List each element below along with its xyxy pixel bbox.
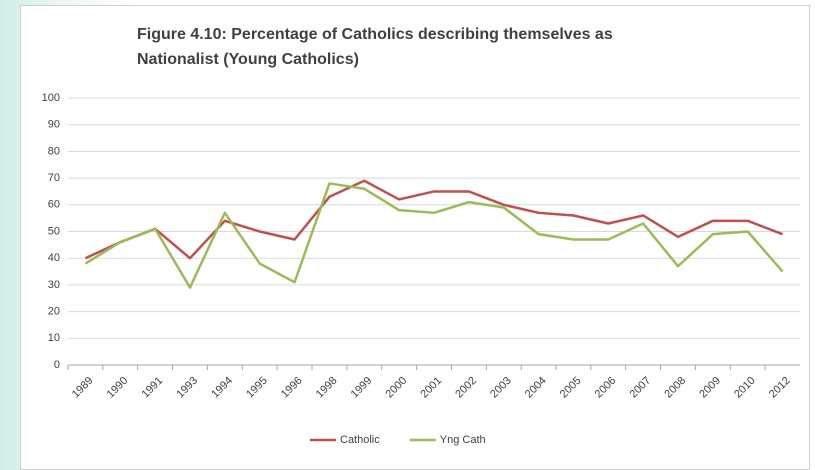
x-tick-label: 2004 <box>523 375 549 401</box>
x-tick-label: 2012 <box>767 375 793 401</box>
y-tick-label: 40 <box>48 252 60 264</box>
x-tick-label: 1990 <box>105 375 131 401</box>
x-tick-label: 2008 <box>662 375 688 401</box>
x-tick-label: 2001 <box>418 375 444 401</box>
legend-label: Yng Cath <box>440 434 486 446</box>
y-tick-label: 10 <box>48 332 60 344</box>
x-tick-label: 1995 <box>244 375 270 401</box>
x-tick-label: 1999 <box>349 375 375 401</box>
y-tick-label: 60 <box>48 199 60 211</box>
x-tick-label: 1991 <box>140 375 166 401</box>
x-tick-label: 1998 <box>314 375 340 401</box>
x-tick-label: 2002 <box>453 375 479 401</box>
chart-title: Figure 4.10: Percentage of Catholics des… <box>137 26 613 68</box>
y-tick-label: 90 <box>48 119 60 131</box>
y-tick-label: 70 <box>48 172 60 184</box>
x-tick-label: 1993 <box>174 375 200 401</box>
x-tick-label: 2003 <box>488 375 514 401</box>
x-tick-label: 1989 <box>70 375 96 401</box>
legend-label: Catholic <box>340 434 380 446</box>
x-tick-label: 1994 <box>209 375 235 401</box>
y-tick-label: 100 <box>42 92 60 104</box>
x-tick-label: 2005 <box>558 375 584 401</box>
y-tick-label: 80 <box>48 145 60 157</box>
x-tick-label: 2000 <box>384 375 410 401</box>
y-tick-label: 20 <box>48 306 60 318</box>
y-tick-label: 0 <box>54 359 60 371</box>
series-line <box>84 179 784 260</box>
y-tick-label: 50 <box>48 225 60 237</box>
series-line <box>84 182 784 289</box>
x-tick-label: 2007 <box>628 375 654 401</box>
x-tick-label: 2009 <box>697 375 723 401</box>
x-tick-label: 2006 <box>593 375 619 401</box>
y-tick-label: 30 <box>48 279 60 291</box>
x-tick-label: 1996 <box>279 375 305 401</box>
x-tick-label: 2010 <box>732 375 758 401</box>
